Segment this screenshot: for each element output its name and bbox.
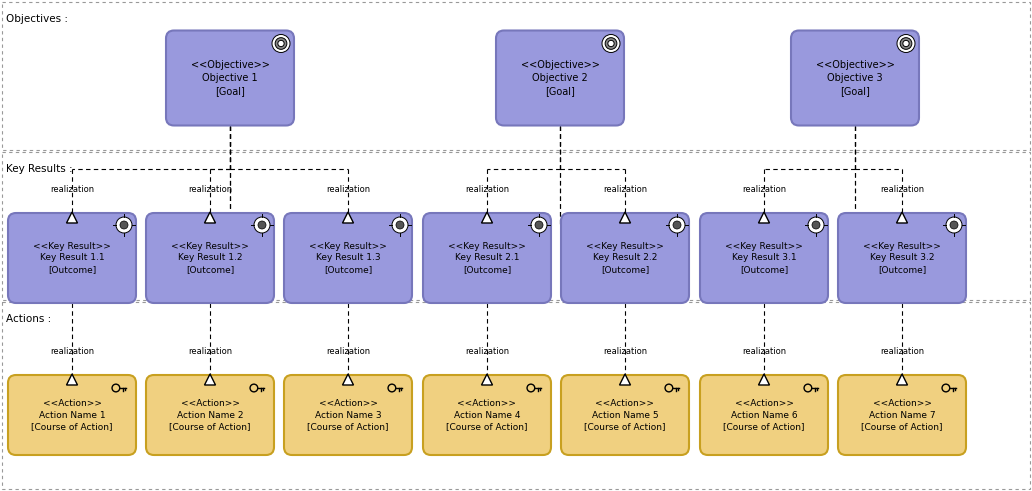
Polygon shape (482, 212, 492, 223)
Text: realization: realization (50, 185, 94, 194)
Text: <<Key Result>>
Key Result 1.3
[Outcome]: <<Key Result>> Key Result 1.3 [Outcome] (309, 242, 387, 274)
FancyBboxPatch shape (284, 213, 412, 303)
Polygon shape (66, 212, 77, 223)
Circle shape (116, 217, 132, 233)
Circle shape (254, 217, 270, 233)
Text: realization: realization (465, 185, 509, 194)
Polygon shape (759, 212, 770, 223)
FancyBboxPatch shape (496, 30, 624, 126)
Text: <<Key Result>>
Key Result 2.2
[Outcome]: <<Key Result>> Key Result 2.2 [Outcome] (586, 242, 664, 274)
Polygon shape (66, 374, 77, 385)
Circle shape (535, 221, 543, 229)
Circle shape (602, 34, 620, 53)
FancyBboxPatch shape (561, 213, 689, 303)
Text: <<Objective>>
Objective 2
[Goal]: <<Objective>> Objective 2 [Goal] (520, 60, 600, 96)
Text: realization: realization (188, 185, 232, 194)
Text: realization: realization (603, 185, 647, 194)
Polygon shape (204, 374, 216, 385)
Circle shape (900, 38, 912, 50)
Text: Objectives :: Objectives : (6, 14, 68, 24)
Polygon shape (619, 212, 631, 223)
Text: <<Action>>
Action Name 4
[Course of Action]: <<Action>> Action Name 4 [Course of Acti… (446, 399, 527, 431)
Text: realization: realization (50, 347, 94, 356)
Text: realization: realization (603, 347, 647, 356)
Text: <<Action>>
Action Name 7
[Course of Action]: <<Action>> Action Name 7 [Course of Acti… (862, 399, 943, 431)
Circle shape (278, 40, 284, 47)
Circle shape (673, 221, 681, 229)
Circle shape (258, 221, 266, 229)
Text: Key Results :: Key Results : (6, 164, 72, 174)
FancyBboxPatch shape (838, 213, 966, 303)
Polygon shape (343, 374, 354, 385)
FancyBboxPatch shape (700, 213, 828, 303)
Circle shape (276, 38, 287, 50)
FancyBboxPatch shape (146, 213, 275, 303)
FancyBboxPatch shape (2, 152, 1030, 300)
FancyBboxPatch shape (166, 30, 294, 126)
FancyBboxPatch shape (700, 375, 828, 455)
Polygon shape (204, 212, 216, 223)
FancyBboxPatch shape (8, 213, 136, 303)
Circle shape (897, 34, 915, 53)
Circle shape (669, 217, 685, 233)
Text: realization: realization (742, 347, 786, 356)
Polygon shape (343, 212, 354, 223)
FancyBboxPatch shape (8, 375, 136, 455)
Circle shape (608, 40, 614, 47)
FancyBboxPatch shape (2, 302, 1030, 489)
Text: realization: realization (465, 347, 509, 356)
Circle shape (946, 217, 962, 233)
Circle shape (903, 40, 909, 47)
Text: <<Action>>
Action Name 5
[Course of Action]: <<Action>> Action Name 5 [Course of Acti… (584, 399, 666, 431)
Text: <<Action>>
Action Name 3
[Course of Action]: <<Action>> Action Name 3 [Course of Acti… (308, 399, 389, 431)
Circle shape (605, 38, 617, 50)
Text: <<Action>>
Action Name 1
[Course of Action]: <<Action>> Action Name 1 [Course of Acti… (31, 399, 112, 431)
Text: <<Action>>
Action Name 2
[Course of Action]: <<Action>> Action Name 2 [Course of Acti… (169, 399, 251, 431)
Text: <<Objective>>
Objective 3
[Goal]: <<Objective>> Objective 3 [Goal] (815, 60, 895, 96)
FancyBboxPatch shape (146, 375, 275, 455)
Text: <<Key Result>>
Key Result 3.1
[Outcome]: <<Key Result>> Key Result 3.1 [Outcome] (725, 242, 803, 274)
Circle shape (120, 221, 128, 229)
Circle shape (950, 221, 958, 229)
FancyBboxPatch shape (838, 375, 966, 455)
Text: <<Key Result>>
Key Result 3.2
[Outcome]: <<Key Result>> Key Result 3.2 [Outcome] (863, 242, 941, 274)
Text: Actions :: Actions : (6, 314, 52, 324)
Text: realization: realization (742, 185, 786, 194)
Circle shape (808, 217, 824, 233)
Text: <<Key Result>>
Key Result 1.1
[Outcome]: <<Key Result>> Key Result 1.1 [Outcome] (33, 242, 110, 274)
Circle shape (812, 221, 820, 229)
Text: realization: realization (326, 347, 370, 356)
FancyBboxPatch shape (423, 375, 551, 455)
Polygon shape (759, 374, 770, 385)
Circle shape (531, 217, 547, 233)
Text: realization: realization (188, 347, 232, 356)
Text: realization: realization (880, 347, 924, 356)
Text: realization: realization (880, 185, 924, 194)
Polygon shape (482, 374, 492, 385)
Circle shape (392, 217, 408, 233)
FancyBboxPatch shape (561, 375, 689, 455)
Polygon shape (897, 212, 907, 223)
Text: <<Objective>>
Objective 1
[Goal]: <<Objective>> Objective 1 [Goal] (191, 60, 269, 96)
FancyBboxPatch shape (2, 2, 1030, 150)
Circle shape (396, 221, 404, 229)
Polygon shape (619, 374, 631, 385)
Text: realization: realization (326, 185, 370, 194)
FancyBboxPatch shape (791, 30, 920, 126)
FancyBboxPatch shape (423, 213, 551, 303)
Text: <<Action>>
Action Name 6
[Course of Action]: <<Action>> Action Name 6 [Course of Acti… (723, 399, 805, 431)
FancyBboxPatch shape (284, 375, 412, 455)
Polygon shape (897, 374, 907, 385)
Text: <<Key Result>>
Key Result 1.2
[Outcome]: <<Key Result>> Key Result 1.2 [Outcome] (171, 242, 249, 274)
Text: <<Key Result>>
Key Result 2.1
[Outcome]: <<Key Result>> Key Result 2.1 [Outcome] (448, 242, 526, 274)
Circle shape (272, 34, 290, 53)
